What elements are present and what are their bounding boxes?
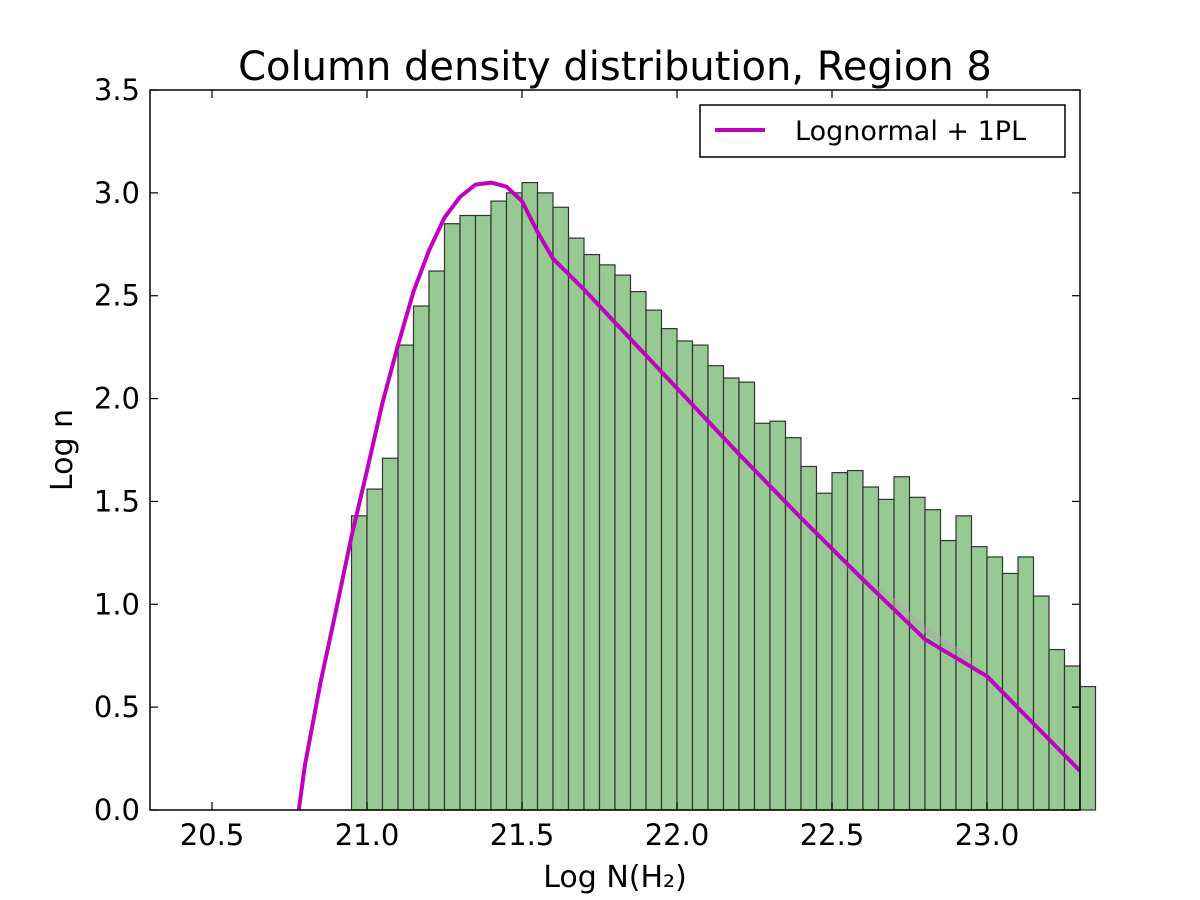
histogram-bar [924,509,942,811]
histogram-bar [1063,665,1081,811]
histogram-bar [583,253,601,811]
histogram-bar [769,420,787,811]
y-tick-label: 3.5 [94,73,140,107]
histogram-bar [381,457,399,811]
y-tick-label: 0.5 [94,690,140,724]
histogram-bar [505,192,523,811]
histogram-bar [970,546,988,811]
chart-title: Column density distribution, Region 8 [238,44,992,90]
series-line-lognormal-1pl [296,180,1080,810]
histogram-bar [1048,648,1066,811]
series-lines [296,180,1080,810]
histogram-bar [738,381,756,811]
histogram-bar [459,214,477,811]
x-tick-label: 20.5 [180,818,245,852]
histogram-bar [1032,595,1050,811]
histogram-bar [428,270,446,811]
histogram-bar [567,237,585,811]
histogram-bar [908,496,926,811]
x-tick-label: 21.0 [335,818,400,852]
x-axis-ticks: 20.5 21.0 21.5 22.0 22.5 23.0 [180,90,1020,852]
y-axis-label: Log n [45,409,80,491]
histogram-bar [536,192,554,811]
histogram-bar [490,200,508,811]
fit-band-area [847,563,972,666]
histogram-bar [784,437,802,811]
histogram-bar [645,309,663,811]
histogram-bar [412,305,430,811]
histogram-bar [676,340,694,811]
histogram-bars [350,181,1097,811]
histogram-bar [598,264,616,811]
legend-label-lognormal-1pl: Lognormal + 1PL [795,116,1026,147]
histogram-bar [877,498,895,811]
y-tick-label: 0.0 [94,793,140,827]
y-tick-label: 2.0 [94,382,140,416]
y-axis-ticks: 0.0 0.5 1.0 1.5 2.0 2.5 3.0 3.5 [94,73,1080,827]
histogram-bar [474,214,492,811]
histogram-bar [614,274,632,811]
histogram-bar [1017,556,1035,811]
histogram-bar [939,539,957,811]
histogram-bar [629,291,647,811]
histogram-bar [846,469,864,811]
histogram-bar [862,486,880,811]
histogram-bar [831,472,849,811]
y-tick-label: 3.0 [94,176,140,210]
histogram-bar [443,223,461,811]
histogram-bar [893,476,911,811]
y-tick-label: 2.5 [94,279,140,313]
histogram-bar [397,344,415,811]
histogram-bar [521,181,539,811]
y-tick-label: 1.5 [94,484,140,518]
histogram-bar [366,488,384,811]
legend: Lognormal + 1PL [699,104,1066,158]
x-tick-label: 22.0 [645,818,710,852]
histogram-bar [350,515,368,811]
x-tick-label: 23.0 [955,818,1020,852]
x-tick-label: 21.5 [490,818,555,852]
x-tick-label: 22.5 [800,818,865,852]
fit-confidence-band [847,563,972,666]
histogram-bar [552,206,570,811]
y-tick-label: 1.0 [94,587,140,621]
plot-frame [149,89,1081,811]
histogram-bar [1079,685,1097,811]
histogram-bar [660,328,678,811]
x-axis-label: Log N(H₂) [543,860,687,895]
